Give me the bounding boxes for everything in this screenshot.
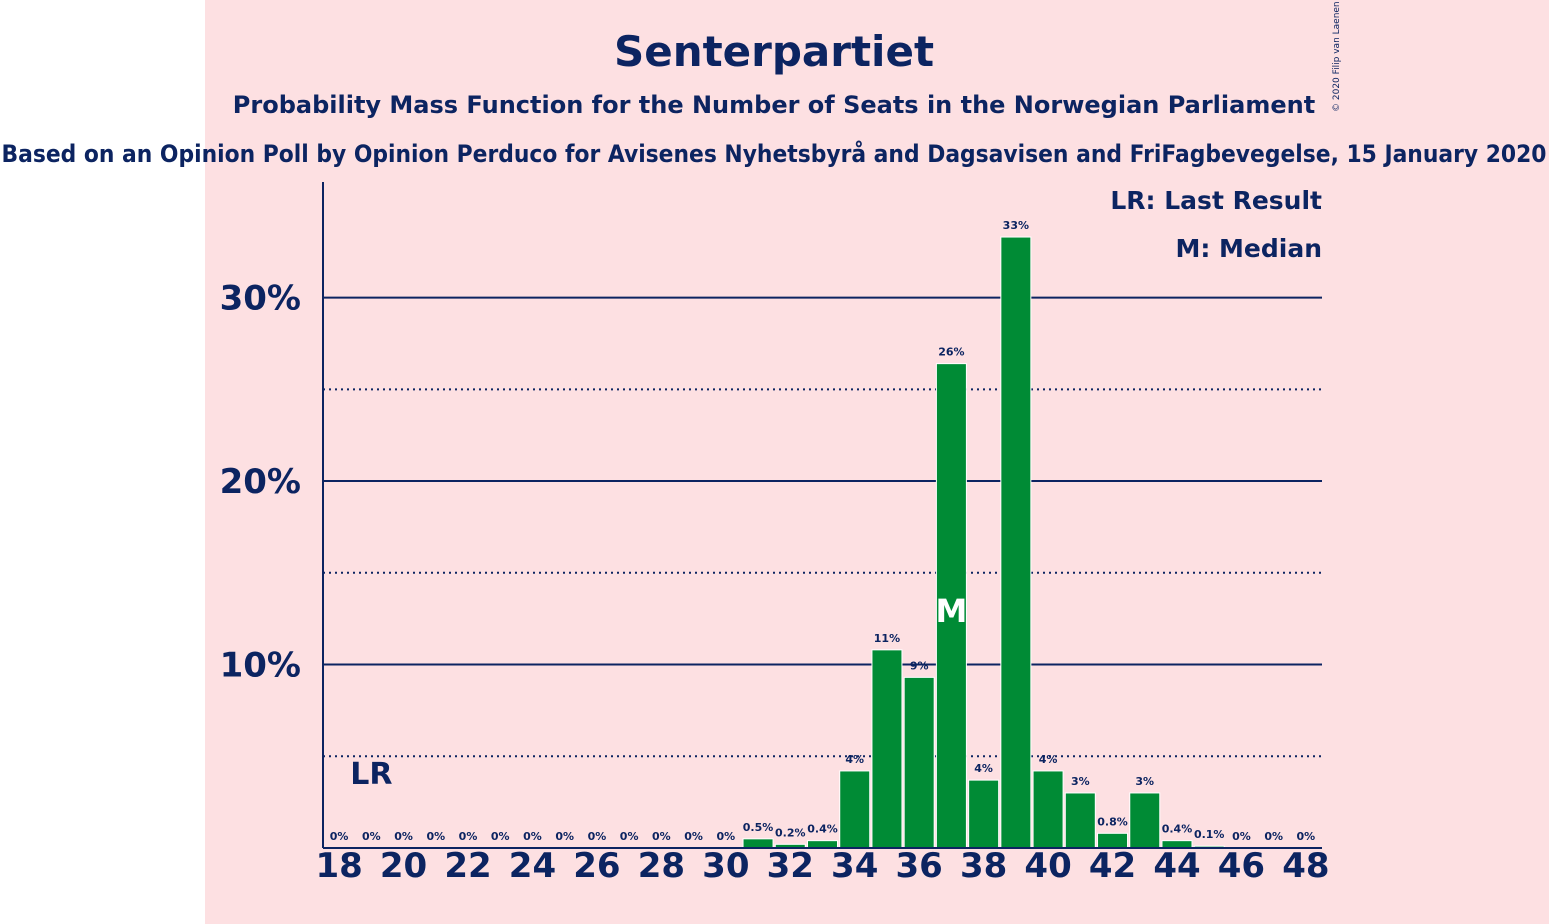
last-result-marker: LR — [350, 757, 392, 792]
value-label: 0% — [491, 830, 510, 843]
value-label: 0% — [1264, 830, 1283, 843]
value-label: 4% — [845, 753, 864, 766]
x-tick-label: 30 — [702, 846, 749, 886]
x-tick-label: 34 — [831, 846, 878, 886]
value-labels: 0% 0% 0% 0% 0% 0% 0% 0% 0% 0% 0% 0% 0%0.5% 0.2% 0.4%4%… — [330, 219, 1315, 843]
x-tick-label: 24 — [509, 846, 556, 886]
value-label: 11% — [874, 632, 900, 645]
chart-title: Senterpartiet — [614, 27, 934, 76]
bar — [839, 770, 871, 849]
value-label: 33% — [1003, 219, 1029, 232]
y-tick-label: 20% — [220, 462, 301, 502]
value-label: 26% — [938, 346, 964, 359]
value-label: 0% — [459, 830, 478, 843]
value-label: 0.2% — [775, 826, 806, 839]
value-label: 4% — [1039, 753, 1058, 766]
x-tick-label: 20 — [380, 846, 427, 886]
median-marker: M — [935, 592, 967, 630]
value-label: 4% — [974, 762, 993, 775]
x-tick-label: 26 — [573, 846, 620, 886]
value-label: 0% — [330, 830, 349, 843]
value-label: 0% — [684, 830, 703, 843]
legend-median: M: Median — [1175, 234, 1322, 263]
value-label: 0.8% — [1097, 815, 1128, 828]
bar — [1000, 236, 1032, 849]
value-label: 0% — [523, 830, 542, 843]
bar — [1032, 770, 1064, 849]
value-label: 0% — [1232, 830, 1251, 843]
x-tick-label: 40 — [1024, 846, 1071, 886]
x-tick-label: 46 — [1218, 846, 1265, 886]
value-label: 3% — [1071, 775, 1090, 788]
x-tick-label: 36 — [896, 846, 943, 886]
value-label: 0.4% — [1162, 823, 1193, 836]
bar — [935, 363, 967, 849]
gridlines — [323, 296, 1322, 758]
value-label: 0% — [652, 830, 671, 843]
value-label: 0% — [555, 830, 574, 843]
y-tick-labels: 10% 20% 30% — [220, 279, 301, 686]
bar — [903, 676, 935, 849]
bar — [871, 649, 903, 849]
value-label: 0% — [620, 830, 639, 843]
y-tick-label: 10% — [220, 646, 301, 686]
value-label: 0% — [588, 830, 607, 843]
value-label: 0.5% — [743, 821, 774, 834]
x-tick-label: 32 — [767, 846, 814, 886]
x-tick-labels: 18 20 22 24 26 28 30 32 34 36 38 40 42 44 46 48 — [315, 846, 1329, 886]
chart-subtitle: Probability Mass Function for the Number… — [233, 91, 1315, 119]
x-tick-label: 22 — [444, 846, 491, 886]
value-label: 3% — [1135, 775, 1154, 788]
bar — [968, 779, 1000, 849]
x-tick-label: 44 — [1153, 846, 1200, 886]
x-tick-label: 48 — [1282, 846, 1329, 886]
bar — [1129, 792, 1161, 849]
value-label: 0% — [394, 830, 413, 843]
value-label: 0.1% — [1194, 828, 1225, 841]
value-label: 0% — [716, 830, 735, 843]
bar — [1064, 792, 1096, 849]
value-label: 9% — [910, 659, 929, 672]
value-label: 0% — [362, 830, 381, 843]
x-tick-label: 38 — [960, 846, 1007, 886]
value-label: 0% — [1297, 830, 1316, 843]
x-tick-label: 18 — [315, 846, 362, 886]
x-tick-label: 28 — [638, 846, 685, 886]
x-tick-label: 42 — [1089, 846, 1136, 886]
legend-last-result: LR: Last Result — [1110, 186, 1322, 215]
value-label: 0% — [426, 830, 445, 843]
copyright-notice: © 2020 Filip van Laenen — [1332, 1, 1342, 112]
chart-subtitle-2: Based on an Opinion Poll by Opinion Perd… — [2, 139, 1547, 168]
value-label: 0.4% — [807, 823, 838, 836]
y-tick-label: 30% — [220, 279, 301, 319]
markers: LR M — [350, 592, 967, 792]
